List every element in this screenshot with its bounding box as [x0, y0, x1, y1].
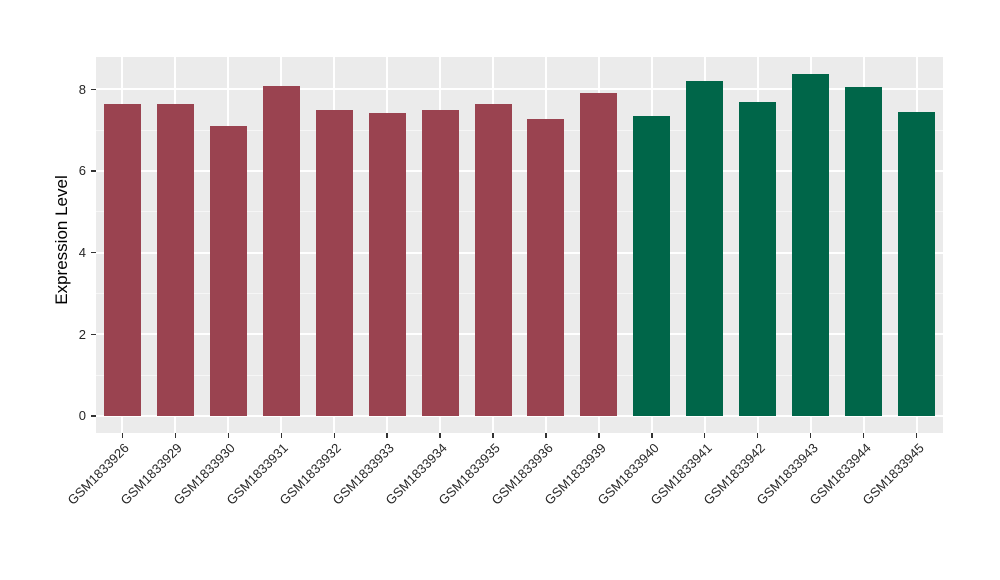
x-tick-label-GSM1833942: GSM1833942: [700, 440, 768, 508]
x-tick-label-GSM1833931: GSM1833931: [223, 440, 292, 508]
bar-GSM1833945: [898, 112, 936, 416]
x-tick-mark-GSM1833933: [386, 433, 388, 438]
bar-GSM1833926: [103, 103, 141, 416]
x-tick-label-GSM1833929: GSM1833929: [117, 440, 186, 508]
plot-panel: [96, 57, 943, 433]
y-tick-mark-0: [91, 415, 96, 417]
bar-GSM1833936: [527, 119, 565, 416]
gridline-minor-y-7: [96, 129, 943, 131]
x-tick-label-GSM1833930: GSM1833930: [170, 440, 239, 508]
x-tick-mark-GSM1833931: [280, 433, 282, 438]
x-tick-mark-GSM1833926: [121, 433, 124, 438]
x-tick-label-GSM1833926: GSM1833926: [65, 440, 133, 508]
x-tick-mark-GSM1833941: [704, 433, 706, 438]
x-tick-label-GSM1833941: GSM1833941: [647, 440, 715, 508]
x-tick-label-GSM1833933: GSM1833933: [329, 440, 398, 508]
x-tick-label-GSM1833936: GSM1833936: [488, 440, 556, 508]
x-tick-mark-GSM1833934: [439, 433, 441, 438]
bar-GSM1833930: [209, 125, 247, 416]
bar-GSM1833934: [421, 109, 459, 416]
gridline-major-y-2: [96, 333, 943, 336]
x-tick-mark-GSM1833944: [862, 433, 865, 438]
x-tick-label-GSM1833939: GSM1833939: [541, 440, 609, 508]
gridline-major-y-6: [96, 169, 943, 172]
x-tick-label-GSM1833934: GSM1833934: [382, 440, 450, 508]
y-tick-label-0: 0: [78, 408, 86, 424]
gridline-minor-y-1: [96, 374, 943, 376]
x-tick-mark-GSM1833945: [915, 433, 918, 438]
x-tick-label-GSM1833944: GSM1833944: [806, 440, 874, 508]
x-tick-mark-GSM1833943: [809, 433, 812, 438]
y-tick-label-2: 2: [78, 326, 86, 342]
gridline-major-y-4: [96, 251, 943, 254]
y-tick-mark-8: [91, 88, 96, 90]
x-tick-mark-GSM1833935: [492, 433, 494, 438]
x-tick-mark-GSM1833930: [227, 433, 230, 438]
y-tick-mark-4: [91, 251, 96, 254]
bar-GSM1833944: [845, 87, 883, 416]
gridline-minor-y-5: [96, 211, 943, 213]
gridline-major-y-0: [96, 414, 943, 417]
x-tick-label-GSM1833932: GSM1833932: [276, 440, 345, 508]
x-tick-mark-GSM1833940: [651, 433, 653, 438]
x-tick-mark-GSM1833936: [545, 433, 547, 438]
y-tick-mark-6: [91, 170, 96, 172]
bar-GSM1833941: [686, 81, 724, 416]
bar-GSM1833943: [792, 74, 830, 416]
x-tick-mark-GSM1833932: [333, 433, 335, 438]
x-tick-label-GSM1833940: GSM1833940: [594, 440, 662, 508]
bar-GSM1833935: [474, 104, 512, 416]
bar-GSM1833932: [315, 110, 353, 416]
x-tick-label-GSM1833935: GSM1833935: [435, 440, 503, 508]
x-tick-label-GSM1833943: GSM1833943: [753, 440, 821, 508]
gridline-major-y-8: [96, 88, 943, 91]
gridline-minor-y-3: [96, 292, 943, 294]
y-axis-title: Expression Level: [52, 175, 71, 305]
x-tick-mark-GSM1833929: [174, 433, 177, 438]
bar-GSM1833931: [262, 85, 300, 416]
y-tick-label-6: 6: [78, 163, 86, 179]
bar-GSM1833942: [739, 102, 777, 416]
bar-GSM1833929: [156, 104, 194, 416]
bar-GSM1833940: [633, 115, 671, 416]
x-tick-mark-GSM1833942: [757, 433, 759, 438]
y-tick-label-4: 4: [78, 245, 86, 261]
x-tick-mark-GSM1833939: [598, 433, 600, 438]
y-tick-label-8: 8: [78, 81, 86, 97]
x-tick-label-GSM1833945: GSM1833945: [859, 440, 927, 508]
y-tick-mark-2: [91, 333, 96, 335]
bar-GSM1833933: [368, 113, 406, 416]
bar-GSM1833939: [580, 92, 618, 416]
